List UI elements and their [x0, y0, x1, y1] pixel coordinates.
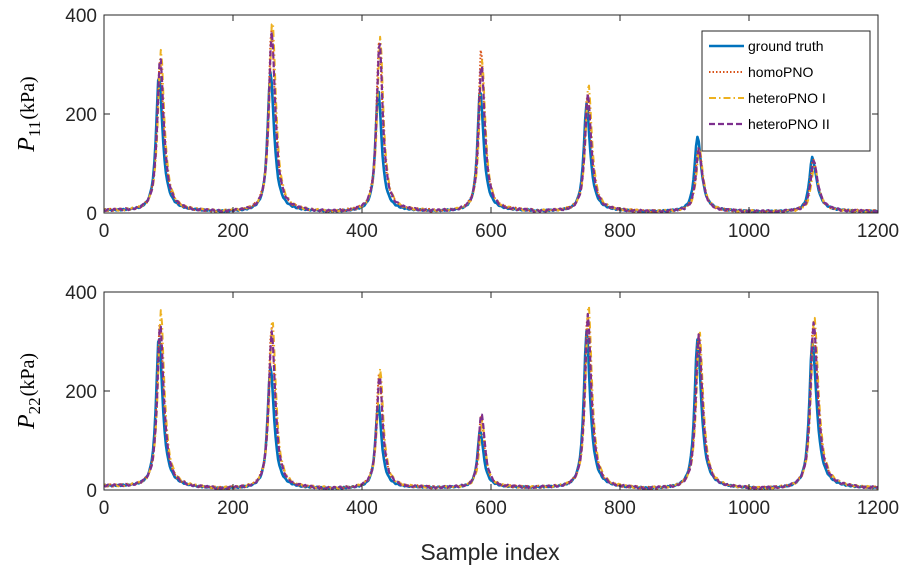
x-tick-label: 1200 [857, 221, 899, 242]
y-axis-unit: (kPa) [17, 76, 39, 119]
x-tick-label: 400 [346, 498, 378, 519]
y-axis-label: P11 (kPa) [14, 76, 44, 152]
y-tick-label: 200 [65, 382, 97, 403]
series-line-ground-truth [104, 331, 878, 489]
series-line-heteropno-i [104, 307, 878, 490]
x-tick-label: 200 [217, 221, 249, 242]
y-tick-label: 0 [86, 204, 97, 225]
y-tick-label: 400 [65, 6, 97, 27]
x-tick-label: 800 [604, 498, 636, 519]
x-tick-label: 0 [99, 221, 110, 242]
y-axis-subscript: 22 [25, 397, 44, 414]
series-line-heteropno-ii [104, 314, 878, 489]
y-tick-label: 200 [65, 105, 97, 126]
y-axis-symbol: P [14, 137, 40, 153]
x-tick-label: 0 [99, 498, 110, 519]
legend-label: homoPNO [748, 64, 813, 80]
plot-area [104, 307, 878, 490]
x-tick-label: 1000 [728, 498, 770, 519]
series-line-homopno [104, 314, 878, 489]
bottom-panel-p22: 0 200 400 600 800 1000 1200 0 200 400 P22(kPa) [14, 283, 899, 519]
y-tick-label: 0 [86, 481, 97, 502]
x-tick-label: 600 [475, 498, 507, 519]
x-tick-label: 600 [475, 221, 507, 242]
legend-label: heteroPNO I [748, 90, 826, 106]
y-axis-label: P22(kPa) [14, 353, 44, 430]
x-tick-label: 1200 [857, 498, 899, 519]
legend: ground truth homoPNO heteroPNO I heteroPNO … [702, 31, 870, 151]
legend-label: heteroPNO II [748, 116, 830, 132]
x-tick-label: 400 [346, 221, 378, 242]
y-tick-label: 400 [65, 283, 97, 304]
x-axis-label: Sample index [420, 539, 560, 565]
y-axis-symbol: P [14, 414, 40, 430]
axes-box [104, 292, 878, 490]
x-tick-label: 1000 [728, 221, 770, 242]
x-tick-label: 800 [604, 221, 636, 242]
x-tick-label: 200 [217, 498, 249, 519]
legend-label: ground truth [748, 38, 824, 54]
y-axis-unit: (kPa) [17, 353, 39, 396]
top-panel-p11: 0 200 400 600 800 1000 1200 0 200 400 P11 (kPa) grou… [14, 6, 899, 242]
y-axis-subscript: 11 [25, 121, 44, 137]
